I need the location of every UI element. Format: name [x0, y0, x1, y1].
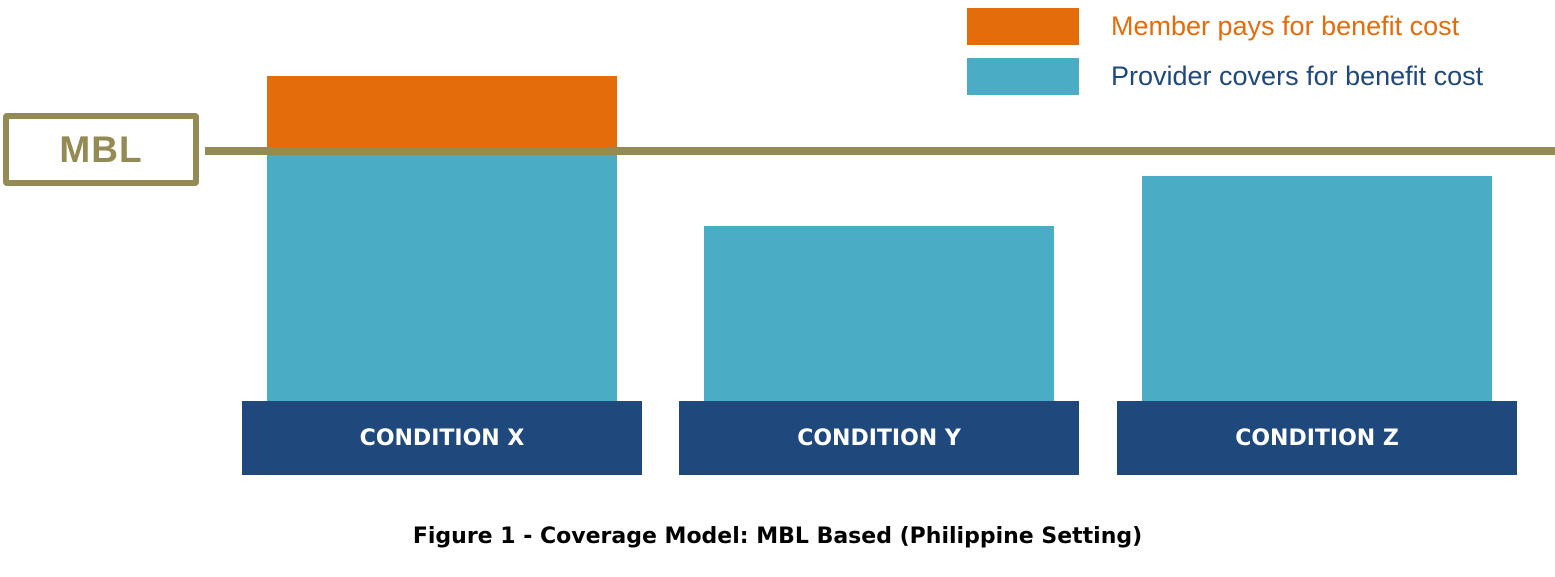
condition-y-provider-bar	[704, 226, 1054, 401]
mbl-label: MBL	[59, 128, 143, 170]
condition-x-member-bar	[267, 76, 617, 151]
condition-x-label-box: CONDITION X	[242, 401, 642, 475]
condition-z-label-box: CONDITION Z	[1117, 401, 1517, 475]
condition-z-provider-bar	[1142, 176, 1492, 401]
condition-x-provider-bar	[267, 151, 617, 401]
legend-provider-label: Provider covers for benefit cost	[1111, 61, 1484, 91]
condition-x-label: CONDITION X	[359, 425, 525, 451]
figure-caption: Figure 1 - Coverage Model: MBL Based (Ph…	[412, 524, 1143, 549]
condition-y-label: CONDITION Y	[797, 425, 961, 451]
legend-member-swatch	[967, 8, 1079, 45]
condition-z-label: CONDITION Z	[1235, 425, 1399, 451]
legend-member-label: Member pays for benefit cost	[1111, 11, 1460, 41]
legend-provider-swatch	[967, 58, 1079, 95]
condition-y-label-box: CONDITION Y	[679, 401, 1079, 475]
mbl-line	[205, 147, 1555, 155]
mbl-box: MBL	[3, 113, 199, 186]
